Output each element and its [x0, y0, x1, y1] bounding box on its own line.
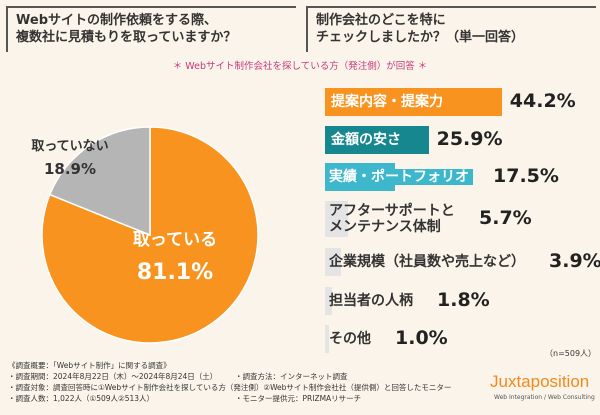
bar-label: その他 — [329, 331, 371, 347]
note: 《調査概要：「Webサイト制作」に関する調査》 — [8, 361, 171, 370]
value-label: 25.9% — [436, 128, 503, 150]
bar — [325, 126, 429, 154]
value-label: 1.0% — [395, 327, 448, 349]
value-label: 1.8% — [437, 289, 490, 311]
bar-label: 企業規模（社員数や売上など） — [329, 254, 525, 270]
logo-tagline: Web Integration / Web Consulting — [494, 394, 595, 401]
sample-size: （n=509人） — [545, 349, 597, 358]
question: 制作会社のどこを特に チェックしましたか？（単一回答） — [306, 6, 596, 52]
bar — [325, 325, 329, 353]
bar-label: 実績・ポートフォリオ — [325, 169, 473, 185]
bar — [325, 88, 502, 116]
bar-label: 担当者の人柄 — [329, 293, 413, 309]
note: ・調査期間：2024年8月22日（木）～2024年8月24日（土） — [8, 372, 218, 381]
bar-chart: 提案内容・提案力 44.2% 金額の安さ 25.9% 実績・ポートフォリオ 17.5% アフ… — [325, 88, 600, 353]
logo: Juxtaposition — [490, 372, 590, 391]
respondents: ＊ Webサイト制作会社を探している方（発注側）が回答 ＊ — [172, 61, 428, 72]
bar — [325, 248, 341, 276]
bar — [325, 287, 333, 315]
note: ・モニター提供元：PRIZMAリサーチ — [235, 394, 362, 403]
bar-label: 提案内容・提案力 — [331, 94, 443, 110]
pie-slice — [41, 126, 259, 344]
slice-value: 18.9% — [44, 160, 96, 178]
slice-label: 取っていない — [31, 139, 108, 154]
bar-label: 金額の安さ — [331, 132, 401, 148]
slice-label: 取っている — [133, 230, 217, 250]
value-label: 5.7% — [479, 207, 532, 229]
note: ・調査方法：インターネット調査 — [235, 372, 348, 381]
bar-label: アフターサポートと メンテナンス体制 — [329, 203, 455, 235]
value-label: 44.2% — [509, 90, 576, 112]
pie-chart: 取っている 81.1% 取っていない 18.9% — [31, 126, 259, 344]
slice-value: 81.1% — [137, 260, 213, 285]
bar — [325, 201, 348, 237]
pie-slice — [48, 126, 151, 237]
note: ・調査対象：調査回答時に①Webサイト制作会社を探している方（発注側）②Webサ… — [8, 383, 452, 392]
value-label: 17.5% — [493, 165, 559, 187]
question: Webサイトの制作依頼をする際、 複数社に見積もりを取っていますか？ — [6, 6, 296, 52]
value-label: 3.9% — [549, 250, 600, 272]
note: ・調査人数：1,022人（①509人②513人） — [8, 394, 155, 403]
